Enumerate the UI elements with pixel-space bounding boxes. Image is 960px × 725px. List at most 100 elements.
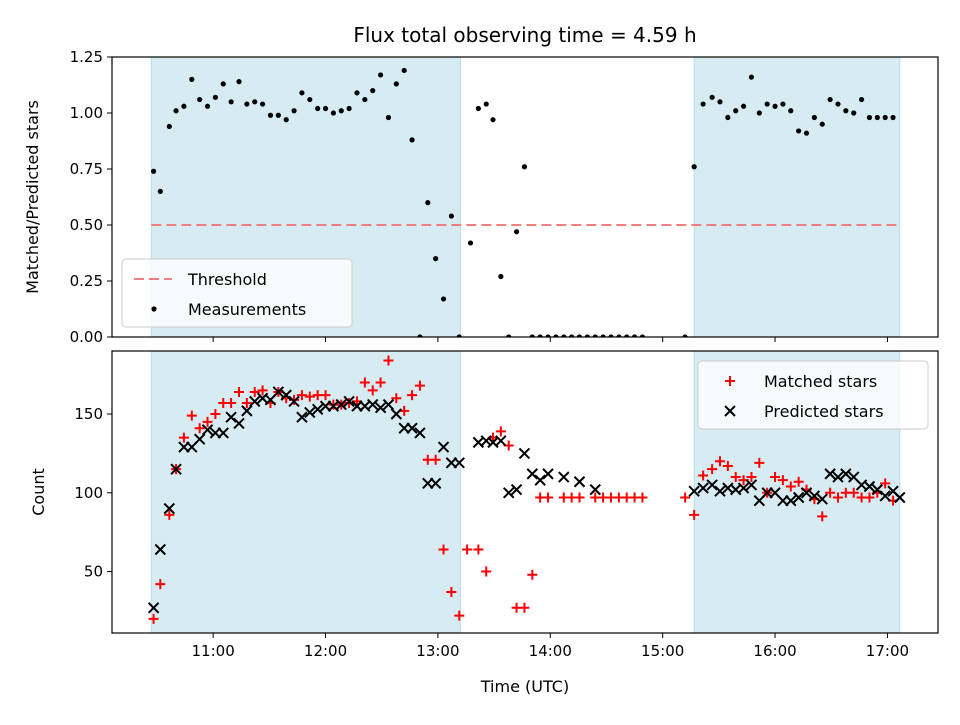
y-tick-label: 50 bbox=[84, 563, 103, 581]
data-point-predicted-stars bbox=[437, 441, 450, 453]
legend: Matched stars Predicted stars bbox=[697, 360, 929, 430]
data-point-predicted-stars bbox=[453, 457, 465, 469]
data-point-matched-stars bbox=[367, 385, 378, 396]
data-point-matched-stars bbox=[241, 397, 252, 408]
data-point-measurements bbox=[330, 110, 336, 116]
legend-entry: Predicted stars bbox=[764, 402, 884, 421]
data-point-measurements bbox=[425, 200, 431, 206]
data-point-measurements bbox=[377, 72, 384, 78]
data-point-measurements bbox=[874, 114, 880, 121]
data-point-predicted-stars bbox=[785, 494, 797, 507]
x-tick-label: 17:00 bbox=[866, 642, 909, 660]
data-point-matched-stars bbox=[574, 492, 585, 503]
data-point-matched-stars bbox=[438, 544, 449, 555]
data-point-measurements bbox=[764, 101, 770, 107]
data-point-measurements bbox=[409, 137, 415, 143]
data-point-measurements bbox=[346, 105, 352, 112]
data-point-matched-stars bbox=[817, 511, 828, 522]
data-point-measurements bbox=[569, 334, 575, 337]
data-point-measurements bbox=[475, 105, 481, 112]
data-point-measurements bbox=[322, 105, 329, 112]
data-point-measurements bbox=[236, 79, 242, 85]
data-point-predicted-stars bbox=[163, 502, 176, 515]
y-tick-label: 1.00 bbox=[70, 104, 103, 122]
axes-frame bbox=[111, 56, 939, 338]
data-point-measurements bbox=[529, 334, 535, 337]
data-point-matched-stars bbox=[164, 509, 175, 520]
data-point-measurements bbox=[631, 334, 638, 337]
data-point-matched-stars bbox=[785, 481, 796, 492]
data-point-measurements bbox=[561, 334, 567, 337]
data-point-measurements bbox=[576, 334, 583, 337]
data-point-matched-stars bbox=[689, 509, 700, 520]
data-point-measurements bbox=[553, 334, 559, 337]
data-point-measurements bbox=[370, 88, 376, 94]
data-point-predicted-stars bbox=[367, 398, 379, 411]
data-point-predicted-stars bbox=[311, 403, 324, 415]
data-point-predicted-stars bbox=[304, 406, 316, 419]
data-point-matched-stars bbox=[770, 472, 781, 483]
legend-swatch-measurements bbox=[151, 306, 157, 312]
data-point-predicted-stars bbox=[863, 480, 876, 493]
data-point-matched-stars bbox=[848, 487, 859, 498]
data-point-predicted-stars bbox=[510, 483, 523, 496]
x-tick-label: 15:00 bbox=[641, 642, 684, 660]
data-point-matched-stars bbox=[680, 492, 691, 503]
data-point-matched-stars bbox=[473, 544, 484, 555]
data-point-predicted-stars bbox=[343, 395, 355, 408]
data-point-matched-stars bbox=[407, 390, 418, 401]
data-point-predicted-stars bbox=[589, 483, 601, 496]
data-point-matched-stars bbox=[519, 602, 530, 613]
data-point-predicted-stars bbox=[288, 395, 300, 408]
data-point-measurements bbox=[291, 108, 297, 114]
data-point-measurements bbox=[803, 130, 810, 136]
data-point-measurements bbox=[592, 334, 598, 337]
data-point-measurements bbox=[709, 94, 715, 100]
legend: Threshold Measurements bbox=[121, 258, 353, 328]
data-point-matched-stars bbox=[825, 487, 836, 498]
data-point-predicted-stars bbox=[154, 543, 167, 556]
data-point-predicted-stars bbox=[792, 491, 805, 504]
legend-entry: Measurements bbox=[188, 300, 306, 319]
data-point-measurements bbox=[448, 213, 454, 219]
y-tick-label: 0.75 bbox=[70, 160, 103, 178]
data-point-matched-stars bbox=[249, 386, 260, 397]
data-point-matched-stars bbox=[707, 464, 718, 475]
y-tick-label: 0.00 bbox=[70, 328, 103, 346]
data-point-matched-stars bbox=[226, 397, 237, 408]
data-point-predicted-stars bbox=[518, 447, 531, 460]
y-tick-label: 100 bbox=[74, 484, 103, 502]
data-point-measurements bbox=[717, 99, 723, 105]
markers bbox=[147, 355, 906, 624]
data-point-matched-stars bbox=[414, 380, 425, 391]
markers bbox=[150, 67, 896, 337]
data-point-predicted-stars bbox=[871, 483, 884, 496]
data-point-measurements bbox=[204, 103, 211, 109]
data-point-measurements bbox=[467, 240, 474, 246]
data-point-measurements bbox=[545, 334, 551, 337]
data-point-matched-stars bbox=[391, 393, 402, 404]
legend-swatch-matched-stars bbox=[725, 376, 735, 386]
data-point-measurements bbox=[283, 117, 289, 123]
x-tick-label: 11:00 bbox=[192, 642, 235, 660]
data-point-predicted-stars bbox=[272, 386, 285, 398]
data-point-predicted-stars bbox=[147, 602, 160, 614]
data-point-measurements bbox=[608, 334, 614, 337]
data-point-predicted-stars bbox=[495, 435, 507, 447]
data-point-matched-stars bbox=[148, 613, 159, 624]
data-point-predicted-stars bbox=[201, 424, 214, 436]
y-axis-label: Matched/Predicted stars bbox=[23, 100, 42, 294]
data-point-measurements bbox=[189, 76, 195, 82]
data-point-measurements bbox=[513, 229, 520, 235]
data-point-matched-stars bbox=[698, 470, 709, 481]
data-point-measurements bbox=[616, 334, 622, 337]
axes-frame bbox=[111, 350, 939, 634]
data-point-matched-stars bbox=[320, 390, 331, 401]
data-point-predicted-stars bbox=[534, 474, 546, 486]
data-point-measurements bbox=[811, 114, 817, 121]
data-point-measurements bbox=[433, 256, 439, 262]
panel-count: 50 100 150 11:00 12:00 13:00 14:00 15:00 16:00 17… bbox=[29, 350, 939, 660]
data-point-predicted-stars bbox=[714, 485, 726, 497]
data-point-predicted-stars bbox=[688, 485, 700, 497]
data-point-predicted-stars bbox=[832, 471, 844, 483]
